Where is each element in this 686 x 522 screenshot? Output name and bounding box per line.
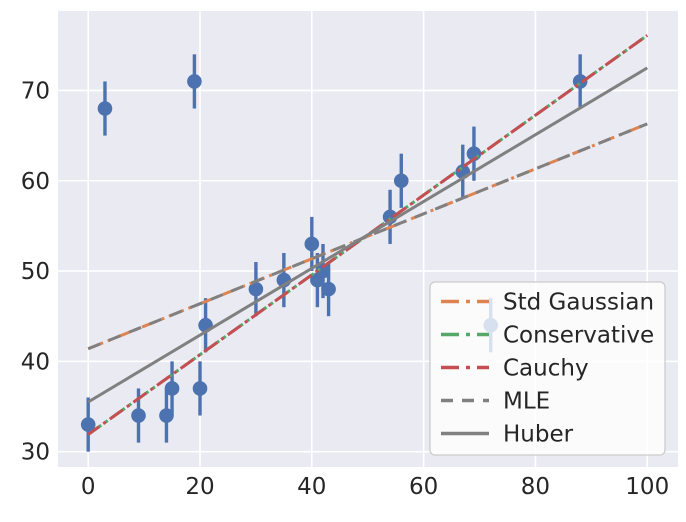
data-point bbox=[164, 381, 180, 396]
x-tick-label: 20 bbox=[185, 474, 214, 500]
legend-label-conservative: Conservative bbox=[503, 323, 654, 349]
legend-label-std-gaussian: Std Gaussian bbox=[503, 290, 654, 316]
data-point bbox=[187, 74, 202, 89]
data-point bbox=[159, 408, 174, 423]
data-point bbox=[393, 173, 409, 189]
fit-line-cauchy bbox=[87, 34, 649, 436]
y-tick-label: 50 bbox=[21, 259, 50, 285]
x-tick-label: 0 bbox=[81, 474, 96, 500]
legend-label-huber: Huber bbox=[503, 422, 574, 448]
legend-box bbox=[429, 281, 666, 456]
x-tick-label: 80 bbox=[521, 474, 550, 500]
data-point bbox=[131, 408, 146, 423]
data-point bbox=[304, 236, 320, 252]
x-tick-label: 100 bbox=[625, 474, 669, 500]
x-tick-label: 60 bbox=[409, 474, 438, 500]
legend-label-mle: MLE bbox=[503, 389, 550, 415]
y-tick-label: 30 bbox=[21, 440, 50, 466]
data-point bbox=[97, 101, 113, 116]
fit-line-mle bbox=[87, 122, 648, 351]
x-tick-label: 40 bbox=[297, 474, 326, 500]
data-point bbox=[315, 263, 331, 279]
legend-label-cauchy: Cauchy bbox=[503, 356, 589, 382]
y-tick-label: 60 bbox=[21, 169, 50, 195]
y-tick-label: 40 bbox=[21, 349, 50, 375]
data-point bbox=[248, 281, 264, 297]
data-point bbox=[192, 381, 208, 396]
fit-line-huber bbox=[87, 66, 649, 404]
y-tick-label: 70 bbox=[21, 78, 50, 104]
data-point bbox=[80, 417, 96, 432]
data-point bbox=[321, 281, 336, 297]
